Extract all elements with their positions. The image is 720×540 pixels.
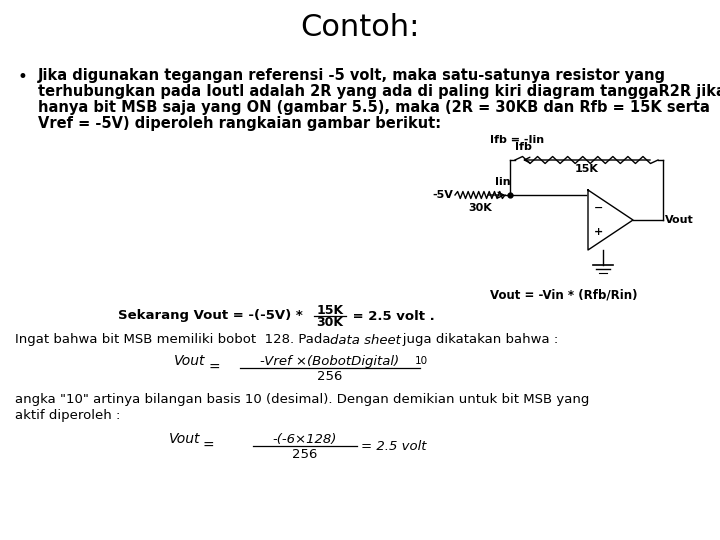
Text: Vout: Vout <box>168 432 200 446</box>
Text: 15K: 15K <box>575 164 598 174</box>
Text: 10: 10 <box>415 356 428 366</box>
Text: 15K: 15K <box>316 303 343 316</box>
Text: aktif diperoleh :: aktif diperoleh : <box>15 409 120 422</box>
Text: Ingat bahwa bit MSB memiliki bobot  128. Pada: Ingat bahwa bit MSB memiliki bobot 128. … <box>15 334 335 347</box>
Polygon shape <box>588 190 633 250</box>
Text: data sheet: data sheet <box>330 334 401 347</box>
Text: Ifb: Ifb <box>515 142 532 152</box>
Text: Ifb = -Iin: Ifb = -Iin <box>490 135 544 145</box>
Text: = 2.5 volt: = 2.5 volt <box>361 440 426 453</box>
Text: Vref = -5V) diperoleh rangkaian gambar berikut:: Vref = -5V) diperoleh rangkaian gambar b… <box>38 116 441 131</box>
Text: +: + <box>594 227 603 237</box>
Text: juga dikatakan bahwa :: juga dikatakan bahwa : <box>390 334 558 347</box>
Text: •: • <box>18 68 28 86</box>
Text: Vout: Vout <box>174 354 205 368</box>
Text: Sekarang Vout = -(-5V) *: Sekarang Vout = -(-5V) * <box>118 309 307 322</box>
Text: −: − <box>594 203 603 213</box>
Text: Vout: Vout <box>665 215 694 225</box>
Text: Contoh:: Contoh: <box>300 14 420 43</box>
Text: -Vref ×(BobotDigital): -Vref ×(BobotDigital) <box>261 354 400 368</box>
Text: terhubungkan pada Ioutl adalah 2R yang ada di paling kiri diagram tanggaR2R jika: terhubungkan pada Ioutl adalah 2R yang a… <box>38 84 720 99</box>
Text: -5V: -5V <box>432 190 453 200</box>
Text: 30K: 30K <box>468 203 492 213</box>
Text: Vout = -Vin * (Rfb/Rin): Vout = -Vin * (Rfb/Rin) <box>490 288 637 301</box>
Text: -(-6×128): -(-6×128) <box>273 433 337 446</box>
Text: =: = <box>208 361 220 375</box>
Text: angka "10" artinya bilangan basis 10 (desimal). Dengan demikian untuk bit MSB ya: angka "10" artinya bilangan basis 10 (de… <box>15 394 590 407</box>
Text: 256: 256 <box>292 448 318 461</box>
Text: Jika digunakan tegangan referensi -5 volt, maka satu-satunya resistor yang: Jika digunakan tegangan referensi -5 vol… <box>38 68 666 83</box>
Text: hanya bit MSB saja yang ON (gambar 5.5), maka (2R = 30KB dan Rfb = 15K serta: hanya bit MSB saja yang ON (gambar 5.5),… <box>38 100 710 115</box>
Text: =: = <box>203 439 215 453</box>
Text: 30K: 30K <box>317 315 343 328</box>
Text: = 2.5 volt .: = 2.5 volt . <box>348 309 435 322</box>
Text: 256: 256 <box>318 369 343 382</box>
Text: Iin: Iin <box>495 177 510 187</box>
